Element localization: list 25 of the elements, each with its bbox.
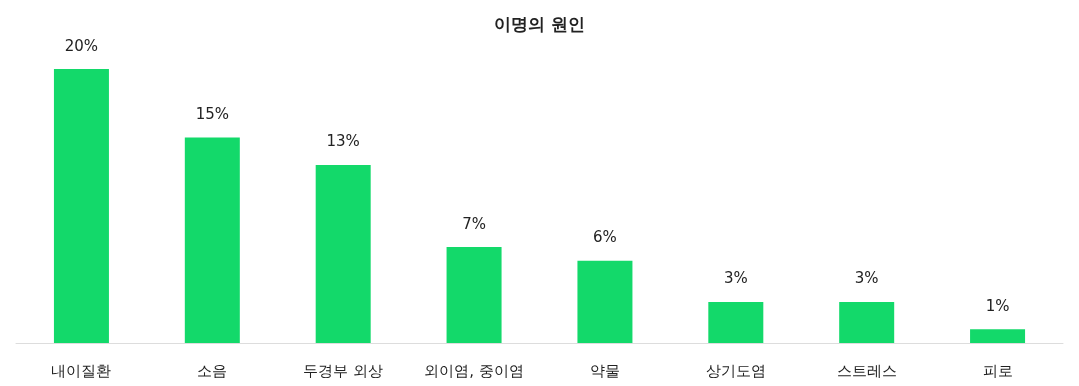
bar (446, 247, 502, 343)
data-label: 20% (64, 36, 99, 55)
bar (315, 164, 371, 343)
bar (577, 260, 633, 343)
data-label: 1% (985, 296, 1010, 315)
data-label: 13% (326, 132, 360, 151)
chart-title: 이명의 원인 (494, 13, 585, 34)
x-tick-label: 소음 (197, 361, 228, 380)
data-label: 6% (593, 228, 617, 247)
data-label: 15% (195, 105, 229, 123)
x-tick-label: 두경부 외상 (303, 361, 384, 380)
x-tick-label: 피로 (982, 361, 1013, 380)
bar (970, 329, 1026, 343)
data-label: 3% (723, 269, 748, 288)
data-label: 7% (462, 214, 486, 233)
x-tick-label: 내이질환 (51, 361, 112, 380)
x-tick-label: 스트레스 (836, 361, 897, 380)
bar (184, 137, 240, 343)
x-tick-label: 상기도염 (705, 361, 766, 380)
bar (708, 301, 764, 343)
bar (53, 69, 109, 343)
x-tick-label: 외이염, 중이염 (424, 361, 524, 380)
data-label: 3% (854, 269, 879, 288)
bar (839, 301, 895, 343)
x-tick-label: 약물 (589, 361, 620, 380)
